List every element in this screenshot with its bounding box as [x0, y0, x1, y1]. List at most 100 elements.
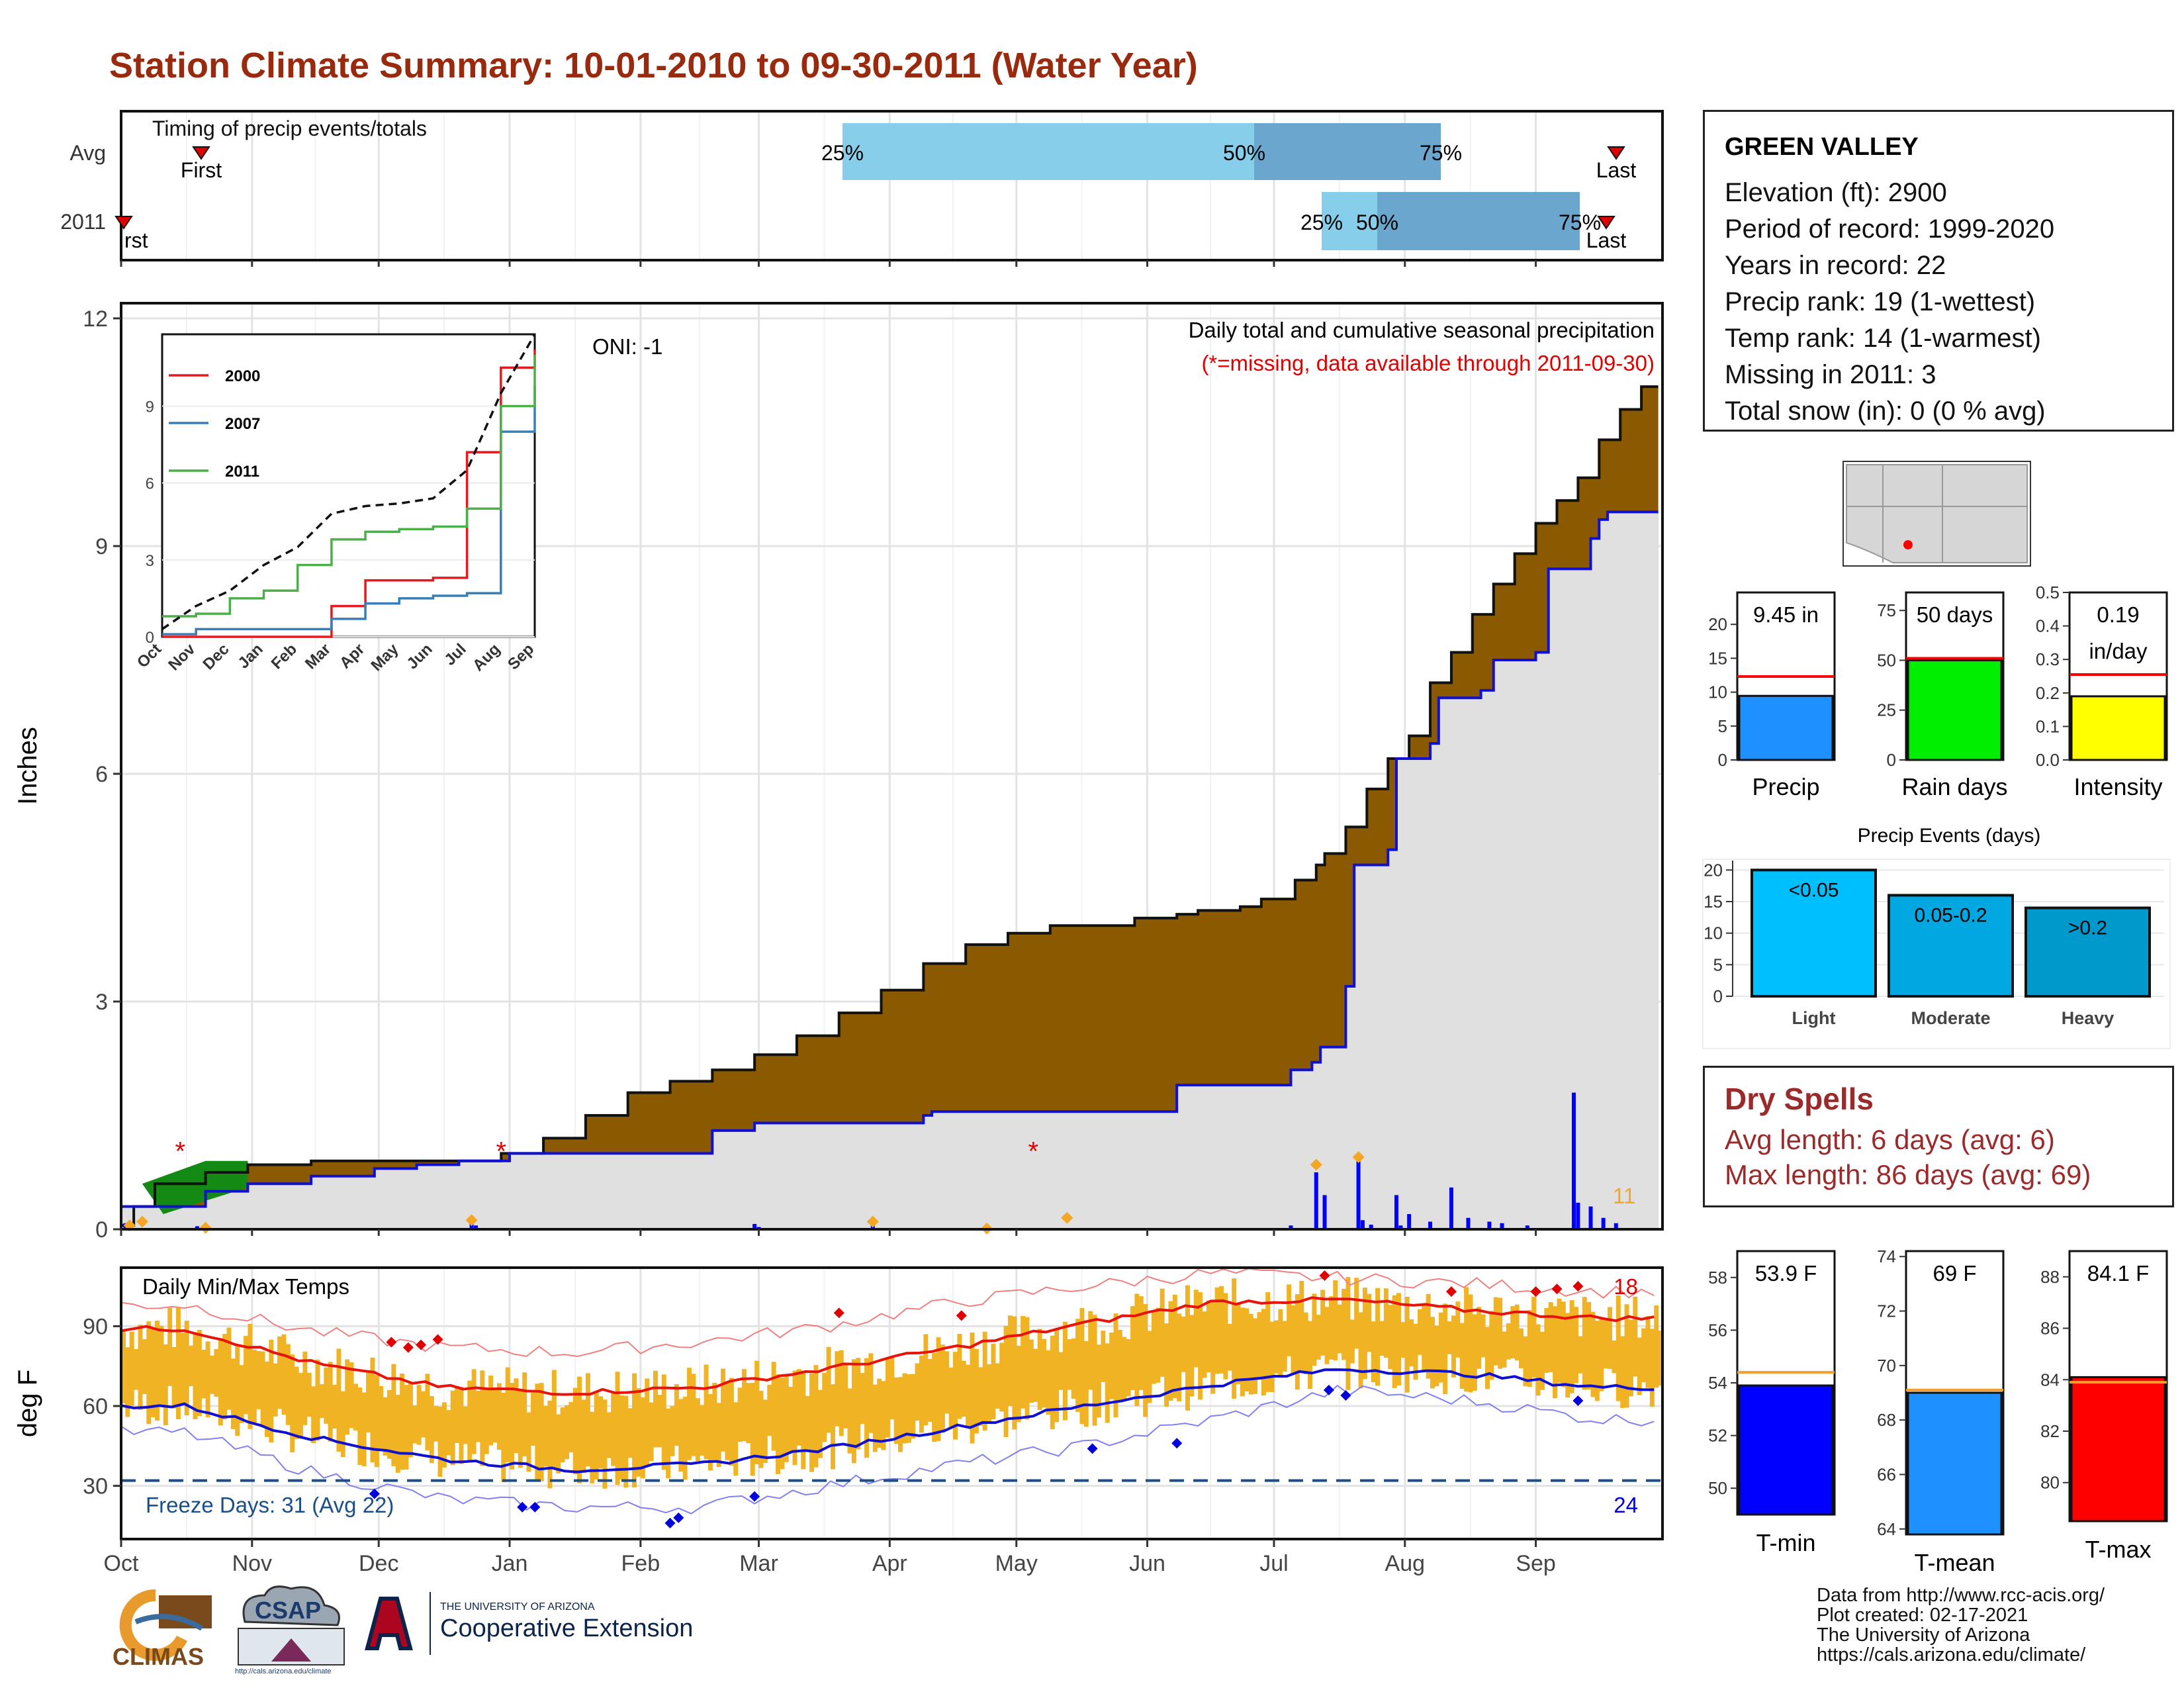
- daily-temp-bar: [475, 1390, 480, 1442]
- summary-value-bar: [1738, 1384, 1834, 1516]
- daily-temp-bar: [1232, 1278, 1237, 1399]
- daily-temp-bar: [1164, 1323, 1169, 1407]
- daily-temp-bar: [835, 1351, 840, 1427]
- daily-temp-bar: [1050, 1335, 1055, 1429]
- daily-temp-bar: [1451, 1315, 1456, 1378]
- inset-legend-label: 2000: [225, 367, 260, 385]
- daily-temp-bar: [1320, 1289, 1326, 1356]
- daily-temp-bar: [1514, 1304, 1520, 1361]
- daily-temp-bar: [796, 1369, 801, 1446]
- inset-y-tick-label: 9: [146, 398, 154, 416]
- timing-panel: Timing of precip events/totals Avg 2011 25%…: [60, 110, 1664, 267]
- daily-temp-bar: [1455, 1301, 1461, 1358]
- daily-temp-bar: [256, 1350, 261, 1409]
- daily-temp-bar: [1489, 1311, 1494, 1380]
- daily-temp-bar: [771, 1362, 776, 1451]
- daily-temp-bar: [1003, 1325, 1009, 1438]
- daily-temp-bar: [1303, 1312, 1308, 1374]
- daily-temp-bar: [281, 1334, 287, 1415]
- daily-temp-bar: [535, 1383, 540, 1482]
- daily-temp-bar: [421, 1391, 426, 1438]
- daily-temp-bar: [1028, 1339, 1034, 1403]
- daily-temp-bar: [336, 1348, 341, 1452]
- missing-data-marker: *: [496, 1137, 506, 1166]
- events-tick-label: 10: [1704, 923, 1723, 943]
- daily-temp-bar: [577, 1376, 582, 1483]
- daily-temp-bar: [163, 1344, 168, 1425]
- daily-temp-bar: [480, 1370, 485, 1466]
- daily-precip-bar: [1322, 1195, 1327, 1229]
- daily-temp-bar: [691, 1374, 696, 1456]
- daily-temp-bar: [209, 1355, 214, 1394]
- daily-temp-bar: [450, 1390, 455, 1466]
- daily-temp-bar: [1138, 1296, 1144, 1390]
- daily-temp-bar: [379, 1385, 384, 1450]
- daily-temp-bar: [1531, 1296, 1537, 1378]
- daily-temp-bar: [923, 1334, 929, 1426]
- daily-temp-bar: [572, 1387, 578, 1475]
- daily-temp-bar: [657, 1395, 662, 1448]
- daily-temp-bar: [1548, 1302, 1553, 1372]
- daily-precip-bar: [1601, 1217, 1606, 1229]
- temp-panel: 30 60 90 deg F Daily Min/Max Temps Freeze Day…: [13, 1266, 1664, 1576]
- timing-pct-label: 25%: [1300, 211, 1343, 234]
- daily-temp-bar: [340, 1391, 345, 1458]
- daily-temp-bar: [1628, 1319, 1633, 1397]
- daily-temp-bar: [1578, 1336, 1583, 1374]
- x-tick-label: Jan: [492, 1551, 528, 1576]
- daily-temp-bar: [1480, 1314, 1486, 1358]
- daily-temp-bar: [441, 1402, 447, 1468]
- events-bar-label: 0.05-0.2: [1914, 904, 1987, 926]
- station-snow: Total snow (in): 0 (0 % avg): [1725, 397, 2046, 426]
- daily-temp-bar: [467, 1380, 473, 1462]
- daily-temp-bar: [619, 1395, 624, 1480]
- daily-temp-bar: [315, 1359, 320, 1441]
- inset-x-tick-label: Jun: [403, 640, 435, 673]
- daily-temp-bar: [547, 1400, 553, 1489]
- daily-temp-bar: [121, 1329, 126, 1404]
- daily-temp-bar: [1561, 1301, 1566, 1387]
- summary-tick-label: 0.4: [2036, 616, 2060, 636]
- daily-temp-bar: [1498, 1297, 1503, 1369]
- record-low-marker: [673, 1512, 684, 1523]
- daily-temp-bar: [809, 1373, 815, 1472]
- inset-y-tick-label: 3: [146, 552, 154, 570]
- y-tick-label: 3: [95, 990, 108, 1015]
- record-low-marker: [517, 1501, 528, 1513]
- daily-temp-bar: [138, 1324, 143, 1410]
- daily-temp-bar: [733, 1402, 739, 1476]
- daily-temp-bar: [987, 1364, 992, 1423]
- inset-x-tick-label: Apr: [336, 640, 368, 672]
- daily-temp-bar: [1160, 1288, 1165, 1377]
- y-axis-label: Inches: [13, 727, 42, 805]
- record-high-marker: [833, 1307, 844, 1319]
- daily-temp-bar: [961, 1360, 966, 1417]
- daily-precip-bar: [1398, 1225, 1403, 1229]
- daily-temp-bar: [902, 1373, 907, 1444]
- daily-temp-bar: [970, 1333, 975, 1444]
- summary-tick-label: 64: [1877, 1519, 1896, 1539]
- daily-temp-bar: [1324, 1307, 1330, 1364]
- summary-tick-label: 50: [1877, 650, 1896, 670]
- record-low-marker: [369, 1488, 380, 1499]
- summary-tick-label: 86: [2040, 1319, 2060, 1338]
- y-tick-label: 12: [83, 306, 108, 332]
- daily-temp-bar: [1582, 1297, 1587, 1390]
- daily-temp-bar: [1388, 1305, 1393, 1370]
- daily-temp-bar: [1615, 1295, 1621, 1401]
- daily-precip-bar: [1360, 1220, 1365, 1229]
- daily-temp-bar: [974, 1348, 979, 1434]
- daily-temp-bar: [1269, 1321, 1275, 1392]
- daily-temp-bar: [1156, 1307, 1161, 1383]
- events-bar-label: >0.2: [2068, 917, 2107, 939]
- daily-temp-bar: [957, 1333, 962, 1419]
- daily-temp-bar: [704, 1364, 709, 1460]
- precip-frame: [120, 302, 1664, 1231]
- daily-temp-bar: [1645, 1316, 1651, 1388]
- daily-temp-bar: [556, 1414, 561, 1474]
- daily-temp-bar: [1472, 1314, 1477, 1391]
- daily-temp-bar: [1612, 1340, 1617, 1374]
- extreme-precip-marker: [136, 1215, 148, 1228]
- daily-temp-bar: [125, 1347, 130, 1417]
- daily-temp-bar: [881, 1381, 886, 1450]
